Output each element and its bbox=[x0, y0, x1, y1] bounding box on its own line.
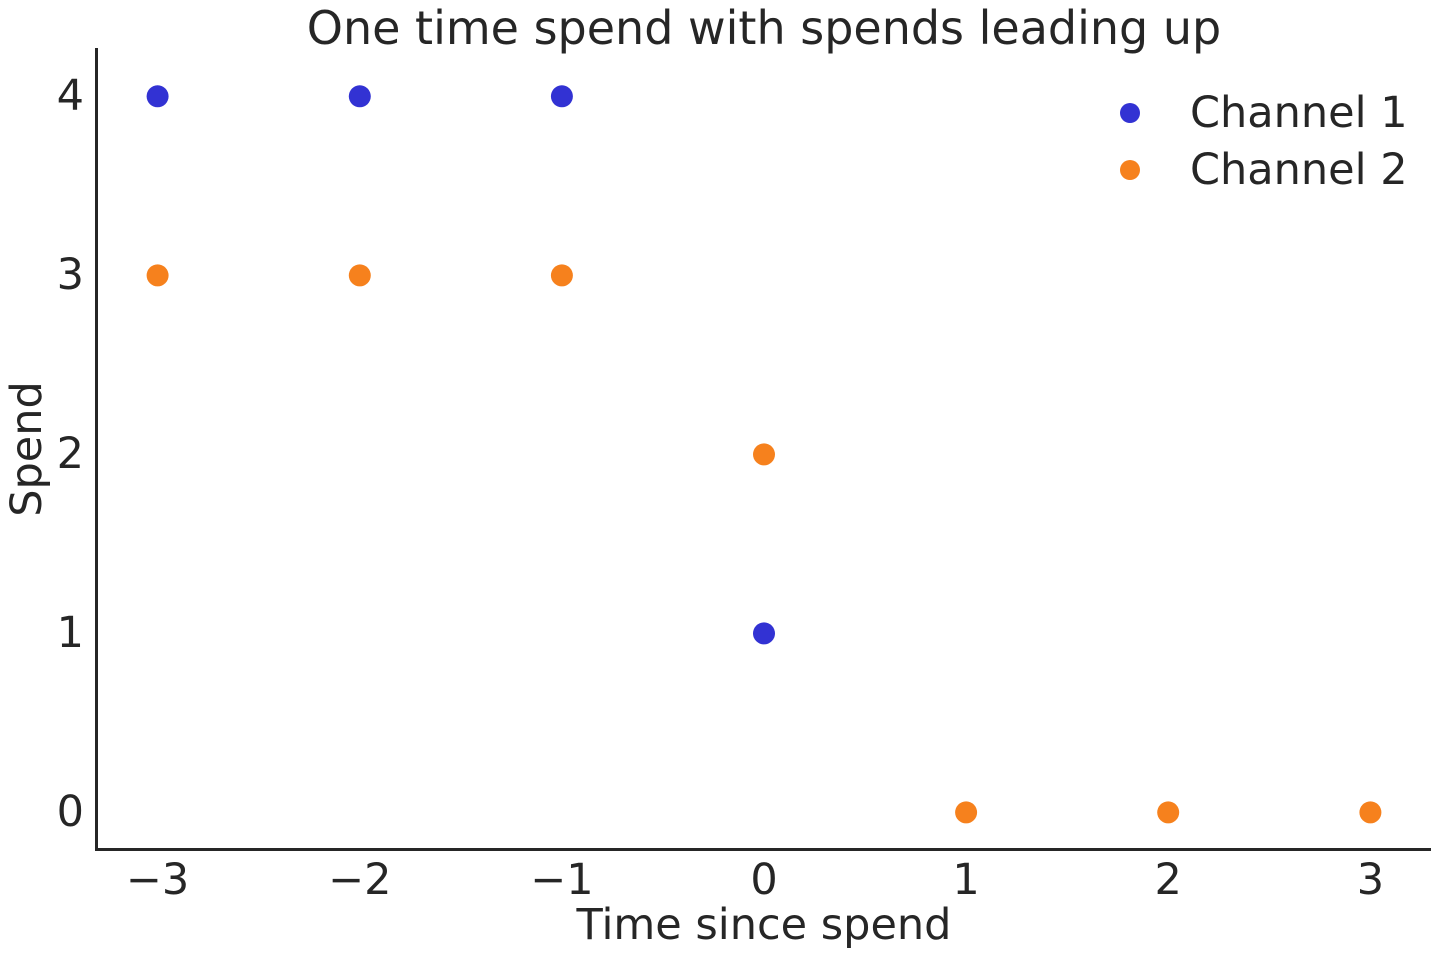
x-tick-label: −2 bbox=[328, 855, 392, 905]
x-tick-label: −1 bbox=[530, 855, 594, 905]
y-tick-label: 0 bbox=[56, 787, 84, 838]
x-axis-spine bbox=[95, 848, 1431, 851]
x-tick-label: 1 bbox=[952, 855, 980, 905]
legend-item-channel-1: Channel 1 bbox=[1120, 84, 1408, 141]
legend: Channel 1 Channel 2 bbox=[1120, 84, 1408, 198]
data-point-channel-2 bbox=[1157, 801, 1180, 824]
x-axis-label: Time since spend bbox=[576, 900, 952, 950]
y-tick-label: 3 bbox=[56, 250, 84, 301]
legend-marker-channel-1 bbox=[1120, 102, 1140, 123]
x-tick-label: −3 bbox=[125, 855, 190, 905]
data-point-channel-1 bbox=[146, 85, 169, 108]
legend-marker-channel-2 bbox=[1120, 159, 1140, 180]
data-point-channel-2 bbox=[1359, 801, 1382, 824]
data-point-channel-1 bbox=[348, 85, 371, 108]
chart-title: One time spend with spends leading up bbox=[306, 1, 1222, 55]
data-point-channel-2 bbox=[753, 443, 775, 466]
legend-label: Channel 1 bbox=[1190, 87, 1408, 138]
y-axis-label: Spend bbox=[2, 381, 52, 517]
y-tick-label: 1 bbox=[56, 608, 84, 659]
legend-item-channel-2: Channel 2 bbox=[1120, 141, 1408, 198]
legend-label: Channel 2 bbox=[1190, 144, 1408, 195]
data-point-channel-1 bbox=[753, 622, 775, 645]
x-tick-label: 0 bbox=[750, 855, 778, 905]
data-point-channel-2 bbox=[550, 264, 573, 287]
data-point-channel-2 bbox=[348, 264, 371, 287]
data-point-channel-2 bbox=[955, 801, 978, 824]
data-point-channel-1 bbox=[550, 85, 573, 108]
x-tick-label: 3 bbox=[1356, 855, 1385, 905]
x-tick-label: 2 bbox=[1154, 855, 1182, 905]
y-tick-label: 2 bbox=[56, 429, 84, 480]
data-point-channel-2 bbox=[146, 264, 169, 287]
y-axis-spine bbox=[95, 48, 98, 851]
y-tick-label: 4 bbox=[56, 71, 84, 122]
